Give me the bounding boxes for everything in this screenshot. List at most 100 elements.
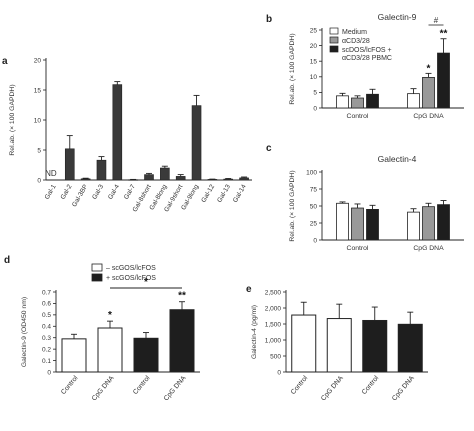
significance-label: * bbox=[144, 277, 148, 288]
y-axis-label: Rel.ab. (× 100 GAPDH) bbox=[289, 33, 296, 104]
y-tick-label: 500 bbox=[270, 353, 281, 360]
y-tick-label: 0 bbox=[313, 105, 317, 112]
bar bbox=[112, 84, 123, 181]
bar bbox=[96, 159, 107, 181]
y-tick-label: 5 bbox=[37, 147, 41, 154]
chart-title: Galectin-4 bbox=[378, 154, 417, 164]
y-tick-label: 75 bbox=[310, 186, 318, 193]
significance-label: ** bbox=[440, 29, 448, 40]
significance-label: * bbox=[427, 63, 431, 74]
x-tick-label: Gal-12 bbox=[200, 183, 216, 204]
y-tick-label: 0.2 bbox=[42, 346, 51, 353]
bar bbox=[61, 338, 87, 373]
y-tick-label: 0.1 bbox=[42, 358, 51, 365]
bar bbox=[336, 95, 349, 109]
y-tick-label: 0 bbox=[47, 369, 51, 376]
bar bbox=[326, 318, 352, 373]
y-tick-label: 2,000 bbox=[265, 305, 282, 312]
bar bbox=[291, 314, 317, 373]
bar bbox=[191, 105, 202, 181]
bar bbox=[144, 174, 154, 181]
nd-annotation: ND bbox=[45, 169, 57, 178]
y-tick-label: 5 bbox=[313, 90, 317, 97]
bar bbox=[64, 148, 75, 181]
panel-label-a: a bbox=[2, 56, 8, 67]
bar bbox=[437, 52, 450, 109]
legend-label: αCD3/28 bbox=[342, 38, 370, 45]
y-tick-label: 0.4 bbox=[42, 324, 51, 331]
y-tick-label: 0 bbox=[277, 369, 281, 376]
bar bbox=[160, 167, 170, 181]
bar bbox=[437, 204, 450, 241]
y-tick-label: 0 bbox=[313, 237, 317, 244]
x-tick-label: CpG DNA bbox=[320, 374, 345, 402]
y-tick-label: 50 bbox=[310, 203, 318, 210]
legend-swatch bbox=[91, 273, 103, 282]
chart-title: Galectin-9 bbox=[378, 12, 417, 22]
y-tick-label: 20 bbox=[34, 57, 42, 64]
bar bbox=[336, 202, 349, 241]
y-axis-label: Galectin-9 (OD450 nm) bbox=[21, 297, 28, 367]
y-tick-label: 0.6 bbox=[42, 301, 51, 308]
y-tick-label: 0 bbox=[37, 177, 41, 184]
legend-label: – scGOS/lcFOS bbox=[106, 265, 156, 272]
legend-swatch bbox=[329, 27, 339, 35]
y-tick-label: 10 bbox=[34, 117, 42, 124]
legend-swatch bbox=[91, 263, 103, 272]
bar bbox=[366, 208, 379, 241]
bar bbox=[422, 206, 435, 241]
x-tick-label: Gal-14 bbox=[232, 183, 248, 204]
bar bbox=[133, 337, 159, 373]
y-tick-label: 25 bbox=[310, 220, 318, 227]
x-tick-label: CpG DNA bbox=[91, 374, 116, 402]
legend-label: αCD3/28 PBMC bbox=[342, 55, 392, 62]
panel-label-d: d bbox=[4, 255, 10, 266]
x-tick-label: Control bbox=[60, 374, 80, 396]
y-tick-label: 0.7 bbox=[42, 289, 51, 296]
panel-label-e: e bbox=[246, 284, 252, 295]
significance-label: * bbox=[108, 310, 112, 321]
y-tick-label: 1,500 bbox=[265, 321, 282, 328]
bar bbox=[80, 178, 91, 181]
x-tick-label: Control bbox=[132, 374, 152, 396]
y-tick-label: 15 bbox=[310, 59, 318, 66]
y-tick-label: 0.5 bbox=[42, 312, 51, 319]
bar bbox=[175, 176, 186, 181]
x-tick-label: Gal-7 bbox=[123, 183, 137, 201]
legend-label: Medium bbox=[342, 29, 367, 36]
legend-label: + scGOS/lcFOS bbox=[106, 275, 156, 282]
y-tick-label: 25 bbox=[310, 27, 318, 34]
x-tick-label: Control bbox=[361, 374, 381, 396]
legend-swatch bbox=[329, 45, 339, 53]
bar bbox=[351, 207, 364, 241]
bar bbox=[351, 97, 364, 109]
bar bbox=[169, 309, 195, 373]
x-tick-label: Gal-13 bbox=[216, 183, 232, 204]
x-group-label: CpG DNA bbox=[413, 245, 444, 252]
x-group-label: CpG DNA bbox=[413, 113, 444, 120]
y-tick-label: 1,000 bbox=[265, 337, 282, 344]
x-tick-label: CpG DNA bbox=[391, 374, 416, 402]
y-axis-label: Galectin-4 (pg/ml) bbox=[251, 305, 258, 359]
bar bbox=[366, 93, 379, 109]
y-axis-label: Rel.ab. (× 100 GAPDH) bbox=[289, 170, 296, 241]
x-tick-label: Gal-4 bbox=[107, 183, 121, 201]
x-group-label: Control bbox=[347, 113, 369, 120]
x-tick-label: Control bbox=[290, 374, 310, 396]
bar bbox=[407, 93, 420, 109]
legend-swatch bbox=[329, 36, 339, 44]
legend-label: scDOS/lcFOS + bbox=[342, 47, 392, 54]
significance-label: ** bbox=[178, 291, 186, 302]
y-tick-label: 15 bbox=[34, 87, 42, 94]
bar bbox=[362, 319, 388, 373]
x-tick-label: CpG DNA bbox=[163, 374, 188, 402]
x-tick-label: Gal-1 bbox=[44, 183, 58, 201]
panel-label-b: b bbox=[266, 14, 272, 25]
bar bbox=[407, 211, 420, 241]
x-tick-label: Gal-3 bbox=[91, 183, 105, 201]
significance-label: # bbox=[434, 16, 439, 25]
panel-label-c: c bbox=[266, 143, 272, 154]
y-tick-label: 20 bbox=[310, 43, 318, 50]
